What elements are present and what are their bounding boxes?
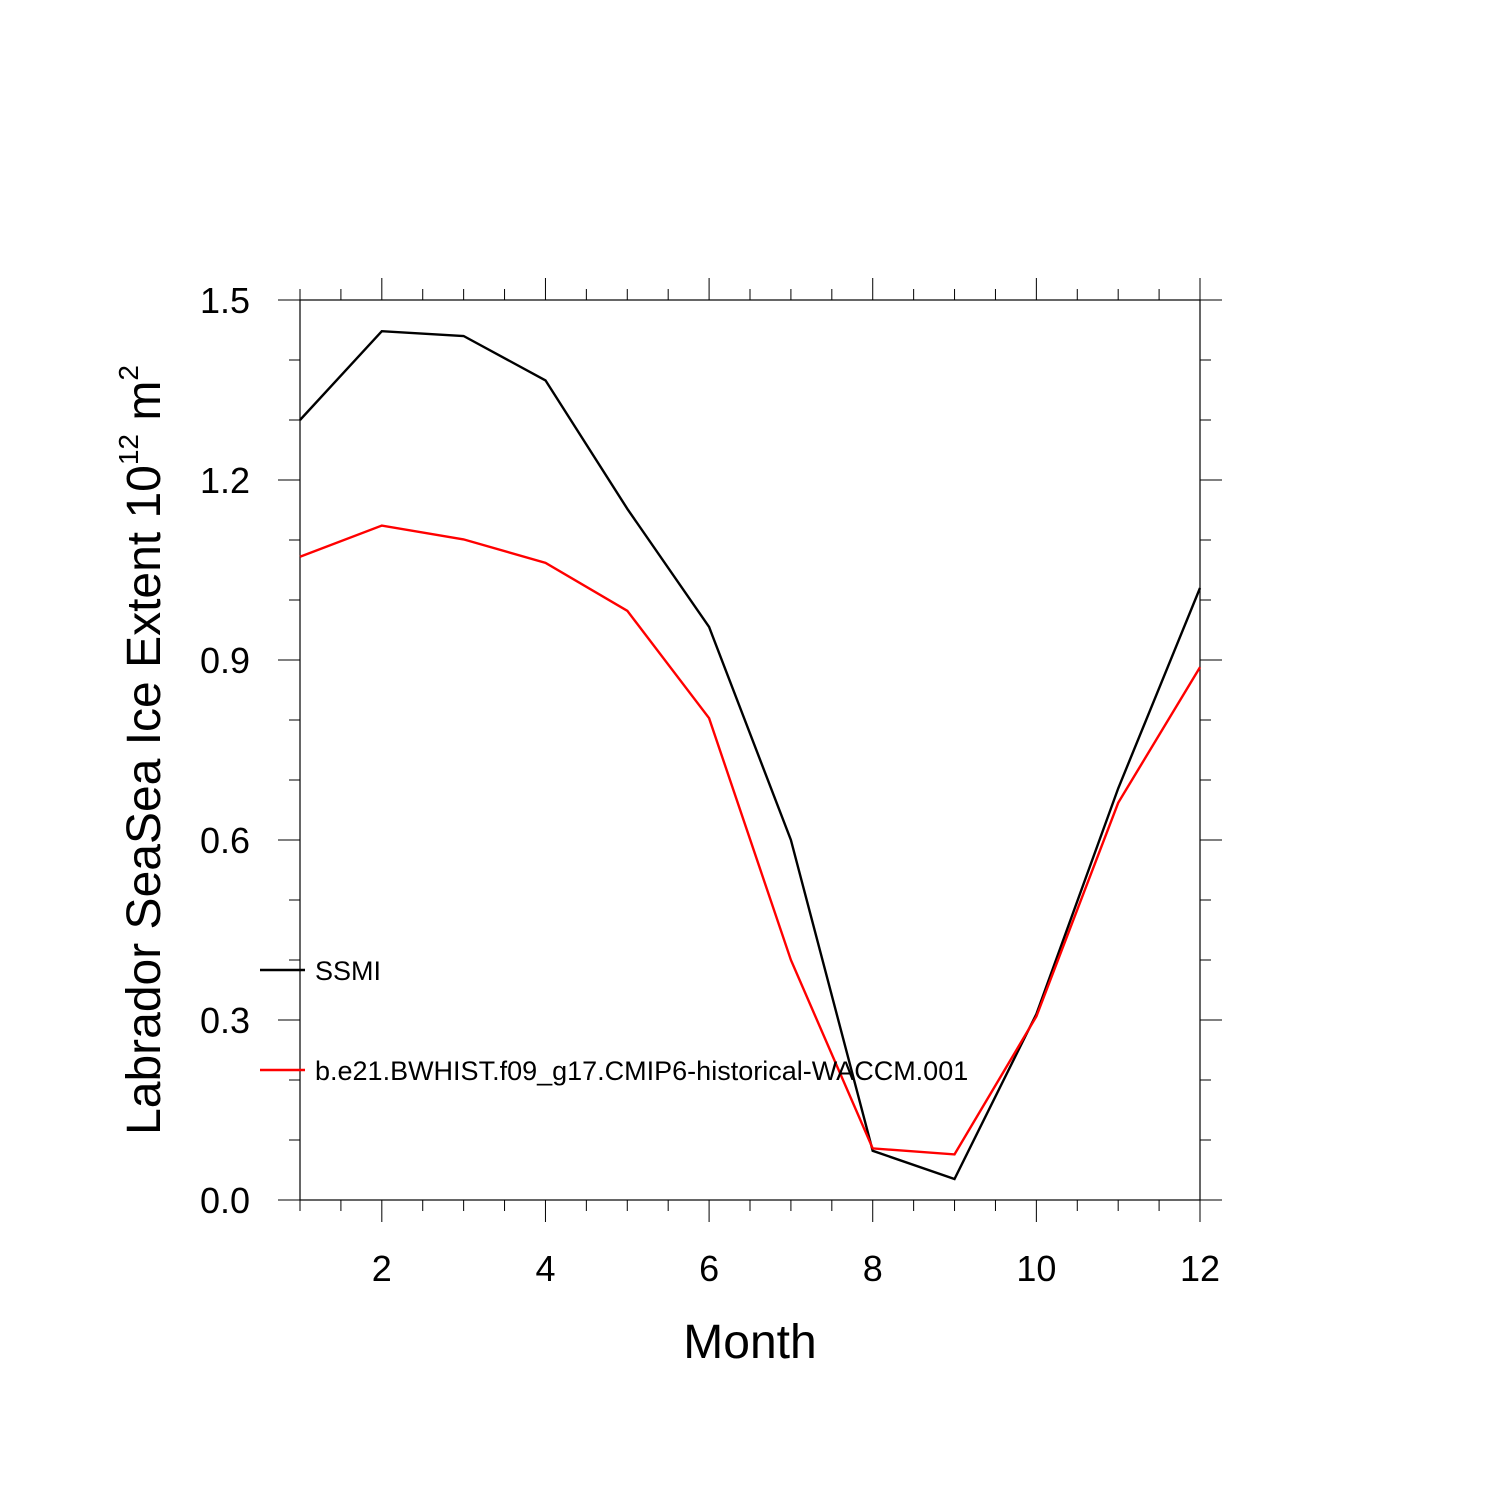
tick-labels: 2 4 6 8 10 12 0.0 0.3 0.6 0.9 1.2 1.5 bbox=[200, 280, 1220, 1289]
y-tick-label: 0.0 bbox=[200, 1180, 250, 1221]
legend-label-1: SSMI bbox=[315, 956, 381, 986]
y-axis-title-unit: m bbox=[118, 381, 171, 434]
axis-ticks bbox=[278, 278, 1222, 1222]
x-tick-label: 2 bbox=[372, 1248, 392, 1289]
y-tick-label: 0.9 bbox=[200, 640, 250, 681]
y-tick-label: 0.6 bbox=[200, 820, 250, 861]
y-tick-label: 1.5 bbox=[200, 280, 250, 321]
y-axis-title: Labrador SeaSea Ice Extent 1012 m2 bbox=[113, 365, 171, 1135]
x-tick-label: 10 bbox=[1016, 1248, 1056, 1289]
series-line-1 bbox=[299, 329, 1202, 1181]
y-tick-label: 0.3 bbox=[200, 1000, 250, 1041]
plot-frame bbox=[299, 299, 1201, 1201]
y-axis-title-unit-exponent: 2 bbox=[113, 365, 144, 381]
series-line-2 bbox=[299, 524, 1202, 1156]
x-tick-label: 8 bbox=[863, 1248, 883, 1289]
x-tick-label: 12 bbox=[1180, 1248, 1220, 1289]
x-axis-title: Month bbox=[683, 1316, 816, 1369]
x-tick-label: 6 bbox=[699, 1248, 719, 1289]
series-layer bbox=[299, 329, 1202, 1181]
y-axis-title-exponent: 12 bbox=[113, 434, 144, 465]
legend: SSMI b.e21.BWHIST.f09_g17.CMIP6-historica… bbox=[260, 956, 968, 1086]
legend-label-2: b.e21.BWHIST.f09_g17.CMIP6-historical-WA… bbox=[315, 1056, 968, 1086]
y-axis-title-base: Labrador SeaSea Ice Extent 10 bbox=[118, 465, 171, 1135]
y-tick-label: 1.2 bbox=[200, 460, 250, 501]
x-tick-label: 4 bbox=[535, 1248, 555, 1289]
